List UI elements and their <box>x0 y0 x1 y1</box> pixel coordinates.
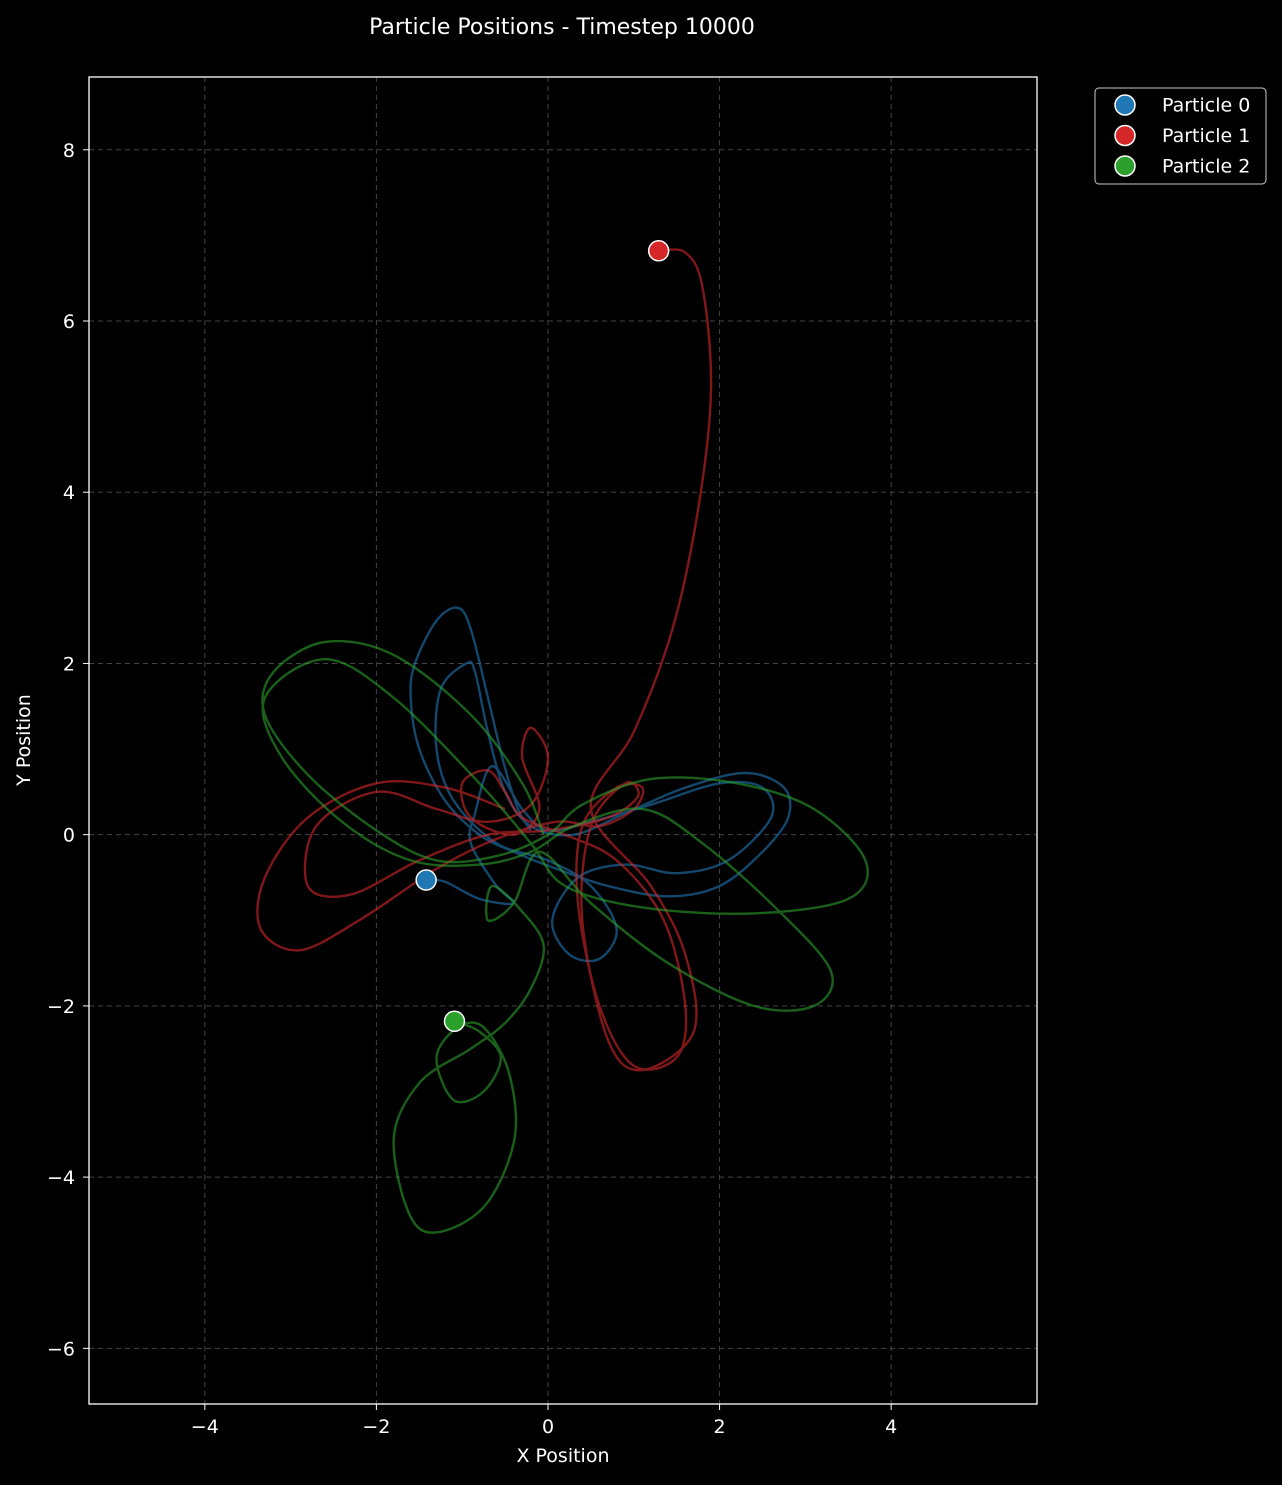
current-positions <box>415 240 670 1033</box>
trajectory-particle-1 <box>256 248 713 1072</box>
y-tick-label: 4 <box>63 482 75 504</box>
y-tick-label: −4 <box>47 1167 75 1189</box>
legend-label-particle-0: Particle 0 <box>1162 95 1250 117</box>
x-tick-label: 4 <box>885 1416 897 1438</box>
axis-ticks: −4 −2 0 2 4 −6 −4 −2 0 2 4 6 8 <box>47 140 897 1438</box>
x-tick-label: 0 <box>542 1416 554 1438</box>
chart-title: Particle Positions - Timestep 10000 <box>369 15 755 40</box>
y-tick-label: 0 <box>63 825 75 847</box>
plot-frame <box>88 76 1038 1405</box>
y-axis-label: Y Position <box>13 694 35 787</box>
y-tick-label: −6 <box>47 1338 75 1360</box>
trajectories <box>256 248 869 1234</box>
y-tick-label: −2 <box>47 996 75 1018</box>
trajectory-particle-2 <box>261 639 869 1234</box>
x-tick-label: −4 <box>191 1416 219 1438</box>
y-tick-label: 6 <box>63 311 75 333</box>
position-marker-particle-0 <box>415 869 437 891</box>
x-axis-label: X Position <box>516 1445 609 1467</box>
legend-box <box>1094 87 1267 185</box>
y-tick-label: 8 <box>63 140 75 162</box>
legend-marker-particle-1 <box>1114 124 1136 147</box>
x-tick-label: 2 <box>714 1416 726 1438</box>
legend-label-particle-1: Particle 1 <box>1162 125 1250 147</box>
position-marker-particle-2 <box>443 1010 466 1033</box>
legend-label-particle-2: Particle 2 <box>1162 156 1250 178</box>
position-marker-particle-1 <box>647 240 670 262</box>
legend-marker-particle-2 <box>1114 155 1136 177</box>
y-tick-label: 2 <box>63 653 75 675</box>
legend-marker-particle-0 <box>1114 94 1136 116</box>
x-tick-label: −2 <box>362 1416 390 1438</box>
legend: Particle 0 Particle 1 Particle 2 <box>1094 87 1267 185</box>
